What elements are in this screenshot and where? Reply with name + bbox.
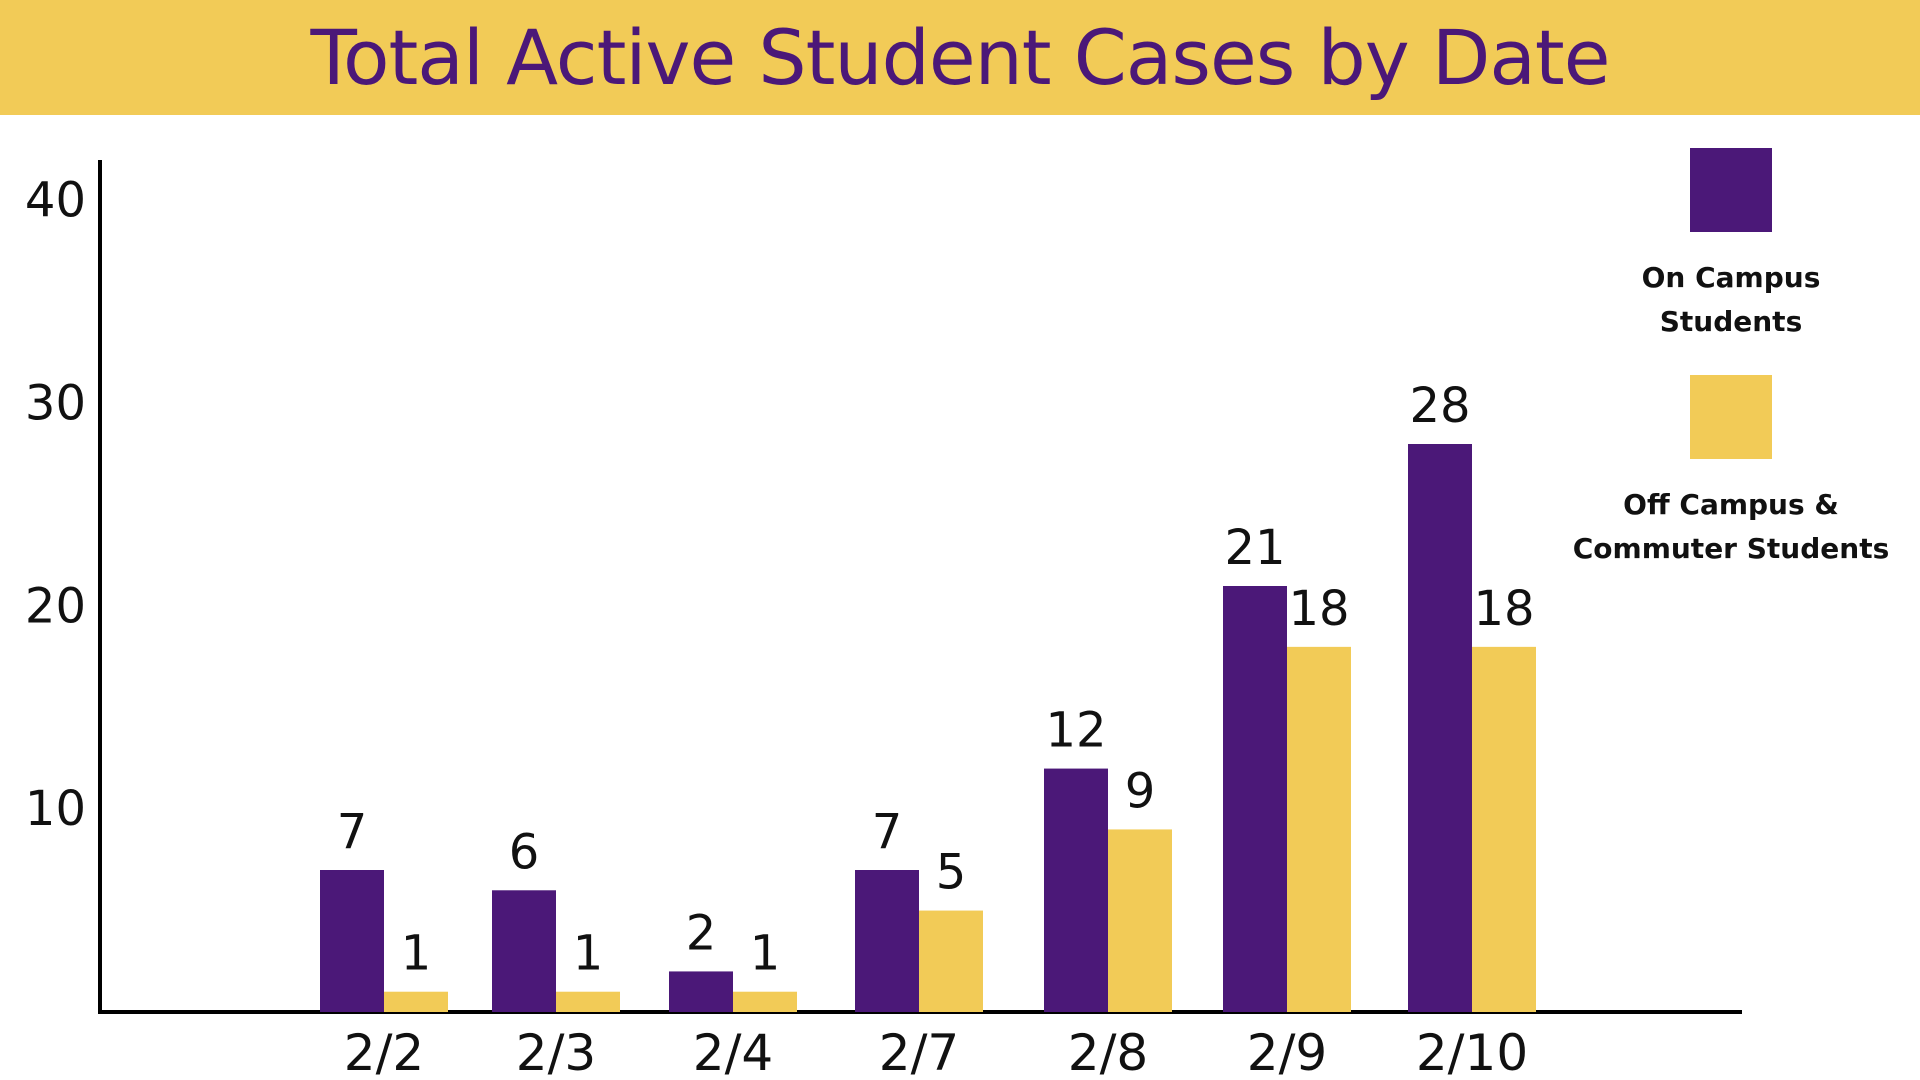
- x-tick-label: 2/3: [516, 1024, 596, 1080]
- bar-on-campus: [492, 890, 556, 1012]
- data-label: 9: [1125, 763, 1156, 819]
- data-label: 18: [1288, 581, 1349, 637]
- legend-label: Students: [1660, 305, 1803, 338]
- bar-on-campus: [1408, 444, 1472, 1012]
- bar-off-campus: [1108, 829, 1172, 1012]
- data-label: 21: [1224, 520, 1285, 576]
- data-label: 7: [337, 804, 368, 860]
- x-tick-label: 2/4: [693, 1024, 773, 1080]
- legend-swatch-off-campus: [1690, 375, 1772, 459]
- x-tick-label: 2/9: [1247, 1024, 1327, 1080]
- x-tick-label: 2/7: [879, 1024, 959, 1080]
- bar-on-campus: [669, 971, 733, 1012]
- legend-swatch-on-campus: [1690, 148, 1772, 232]
- bar-off-campus: [384, 991, 448, 1012]
- x-tick-label: 2/8: [1068, 1024, 1148, 1080]
- bar-on-campus: [320, 870, 384, 1012]
- bar-off-campus: [1287, 646, 1351, 1012]
- y-tick-label: 20: [25, 578, 86, 634]
- bar-off-campus: [1472, 646, 1536, 1012]
- data-label: 1: [401, 926, 432, 982]
- data-label: 5: [936, 845, 967, 901]
- bar-on-campus: [1044, 768, 1108, 1012]
- data-label: 12: [1045, 703, 1106, 759]
- title-banner: Total Active Student Cases by Date: [0, 0, 1920, 115]
- data-label: 1: [750, 926, 781, 982]
- data-label: 1: [573, 926, 604, 982]
- chart-title: Total Active Student Cases by Date: [310, 13, 1610, 102]
- legend-label: Off Campus &: [1623, 488, 1839, 521]
- x-tick-label: 2/10: [1416, 1024, 1528, 1080]
- data-label: 18: [1473, 581, 1534, 637]
- legend-label: Commuter Students: [1573, 532, 1890, 565]
- data-label: 28: [1409, 378, 1470, 434]
- bar-on-campus: [1223, 586, 1287, 1012]
- bar-off-campus: [733, 991, 797, 1012]
- bar-on-campus: [855, 870, 919, 1012]
- y-tick-label: 30: [25, 375, 86, 431]
- y-tick-label: 10: [25, 781, 86, 837]
- data-label: 7: [872, 804, 903, 860]
- data-label: 2: [686, 905, 717, 961]
- bar-off-campus: [919, 910, 983, 1012]
- bar-off-campus: [556, 991, 620, 1012]
- y-tick-label: 40: [25, 173, 86, 229]
- legend-label: On Campus: [1642, 261, 1821, 294]
- data-label: 6: [509, 824, 540, 880]
- x-tick-label: 2/2: [344, 1024, 424, 1080]
